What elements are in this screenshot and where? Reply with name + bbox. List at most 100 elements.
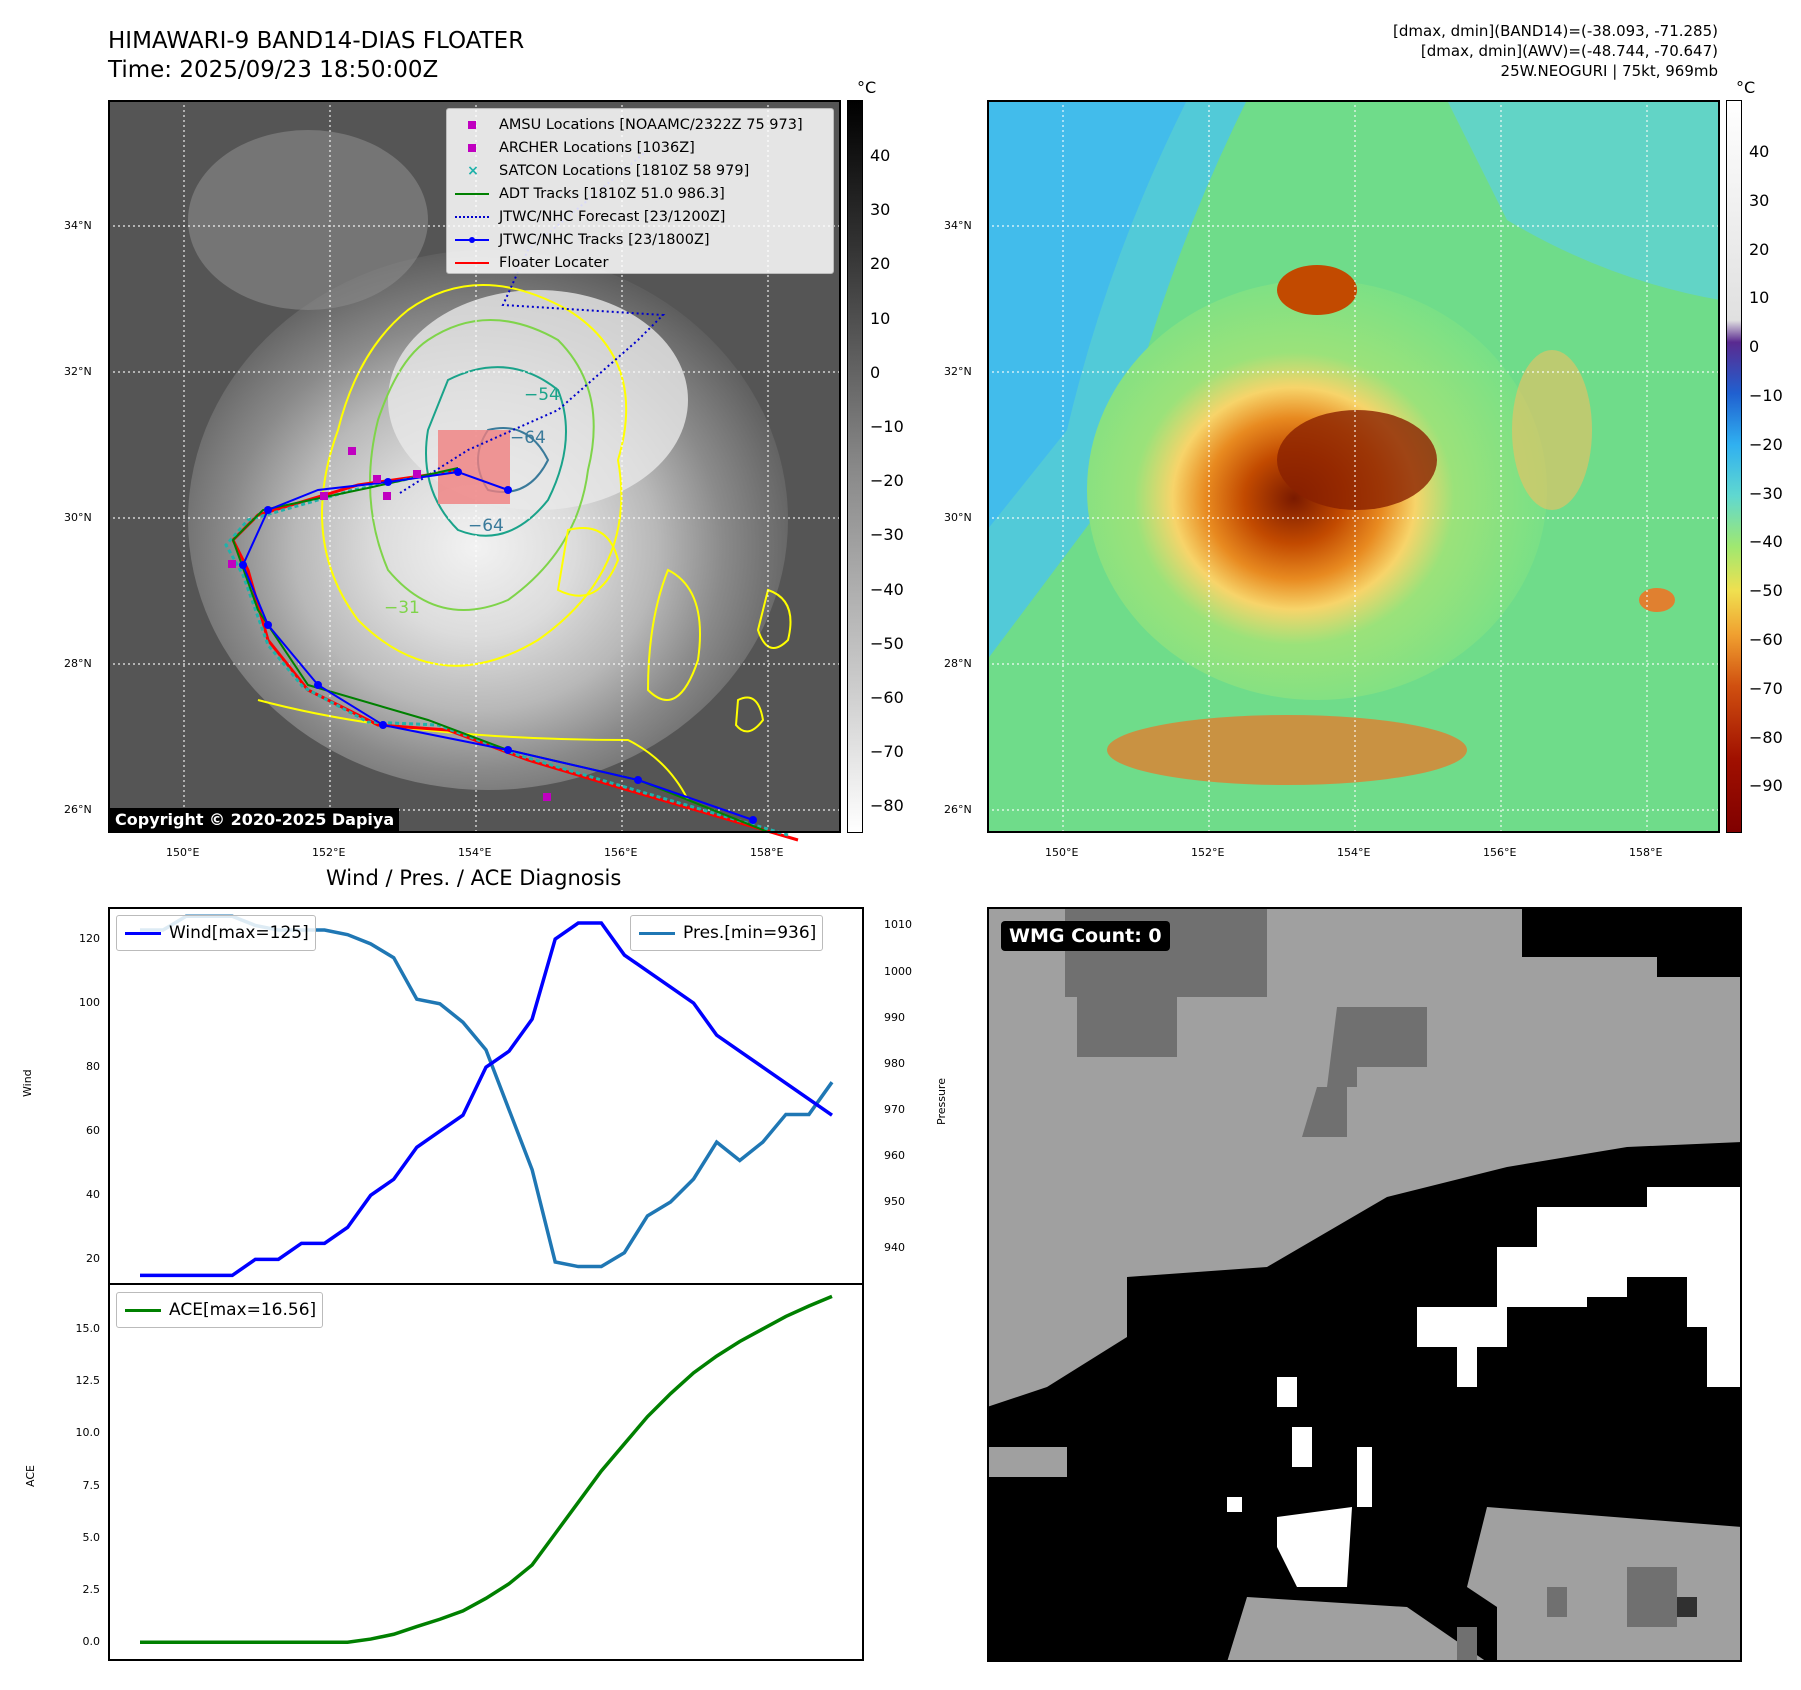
lat-tick-label: 30°N [944,511,972,524]
lon-tick-label: 156°E [604,846,638,859]
contour-label: −64 [468,516,504,536]
legend-item: JTWC/NHC Tracks [23/1800Z] [453,228,825,251]
ace-series-line [140,1294,833,1644]
line-marker-icon [637,923,677,943]
lon-tick-label: 158°E [750,846,784,859]
pressure-tick-label: 950 [884,1195,905,1209]
wind-axis-label: Wind [21,1069,34,1097]
legend-item: JTWC/NHC Forecast [23/1200Z] [453,205,825,228]
ace-tick-label: 15.0 [75,1321,101,1335]
awv-colorbar-tick-label: 20 [1749,239,1770,259]
legend-item: ARCHER Locations [1036Z] [453,136,825,159]
wind-tick-label: 40 [86,1188,100,1202]
wind-tick-label: 100 [79,996,100,1010]
ace-plot [140,1294,833,1644]
line-marker-icon [123,1300,163,1320]
pressure-legend: Pres.[min=936] [630,915,824,951]
legend-label: JTWC/NHC Tracks [23/1800Z] [499,231,710,248]
awv-colorbar-tick-label: 10 [1749,288,1770,308]
ir-colorbar-tick-label: −40 [870,579,904,599]
line-marker-icon [123,923,163,943]
awv-colorbar-tick-label: 0 [1749,337,1760,357]
wind-tick-label: 20 [86,1252,100,1266]
header-storm-info: 25W.NEOGURI | 75kt, 969mb [1500,62,1718,80]
lat-tick-label: 34°N [64,219,92,232]
contour-label: −54 [524,385,560,405]
lon-tick-label: 152°E [312,846,346,859]
lat-tick-label: 28°N [944,657,972,670]
chart-title: HIMAWARI-9 BAND14-DIAS FLOATER [108,28,525,54]
ir-colorbar-tick-label: −70 [870,742,904,762]
awv-colorbar-tick-label: −80 [1749,727,1783,747]
awv-colorbar-unit: °C [1736,78,1756,97]
square-marker-icon [453,138,493,158]
wmg-frame [987,907,1742,1662]
chart-time: Time: 2025/09/23 18:50:00Z [108,57,439,83]
awv-colorbar-tick-label: −20 [1749,434,1783,454]
ir-colorbar-tick-label: −10 [870,417,904,436]
ir-colorbar-tick-label: −30 [870,525,904,545]
dotted-line-icon [453,207,493,227]
pressure-series-line [140,914,834,1269]
ace-tick-label: 10.0 [75,1426,101,1440]
diagnosis-title: Wind / Pres. / ACE Diagnosis [326,866,622,890]
ace-legend: ACE[max=16.56] [116,1292,324,1328]
wmg-count-badge: WMG Count: 0 [1001,921,1170,951]
pressure-tick-label: 1010 [884,918,912,932]
contour-label: −31 [384,598,420,618]
legend-label: AMSU Locations [NOAAMC/2322Z 75 973] [499,116,803,133]
line-marker-icon [453,184,493,204]
awv-colorbar-tick-label: 40 [1749,142,1770,161]
copyright-label: Copyright © 2020-2025 Dapiya [110,808,400,831]
awv-colorbar-tick-label: −40 [1749,532,1783,552]
pressure-tick-label: 960 [884,1148,905,1162]
awv-colorbar-tick-label: −50 [1749,581,1783,601]
ir-colorbar-tick-label: 0 [870,362,881,382]
ace-frame [108,1283,864,1661]
legend-item: × SATCON Locations [1810Z 58 979] [453,159,825,182]
wind-series-line [140,921,833,1278]
wind-tick-label: 60 [86,1124,100,1138]
ace-legend-label: ACE[max=16.56] [169,1300,317,1320]
ace-tick-label: 7.5 [82,1478,101,1492]
awv-map-frame [987,100,1720,833]
pressure-axis-label: Pressure [935,1078,948,1125]
wmg-image [987,907,1742,1662]
ir-colorbar-unit: °C [857,78,877,97]
ir-colorbar-tick-label: −20 [870,471,904,491]
lat-tick-label: 30°N [64,511,92,524]
lon-tick-label: 158°E [1629,846,1663,859]
pressure-tick-label: 1000 [884,964,912,978]
header-awv-range: [dmax, dmin](AWV)=(-48.744, -70.647) [1420,42,1718,60]
awv-colorbar-tick-label: −30 [1749,483,1783,503]
lat-tick-label: 32°N [64,365,92,378]
ir-colorbar-tick-label: −50 [870,633,904,653]
wind-legend: Wind[max=125] [116,915,316,951]
lat-tick-label: 34°N [944,219,972,232]
lon-tick-label: 154°E [1337,846,1371,859]
ir-colorbar-tick-label: 20 [870,254,891,274]
awv-colorbar-tick-label: −60 [1749,630,1783,649]
lon-tick-label: 152°E [1191,846,1225,859]
lat-tick-label: 26°N [944,803,972,816]
x-marker-icon: × [467,162,479,179]
ir-colorbar-tick-label: 10 [870,308,891,328]
lat-tick-label: 28°N [64,657,92,670]
ace-tick-label: 5.0 [82,1530,101,1544]
wind-pressure-plot [140,914,834,1278]
legend-item: ADT Tracks [1810Z 51.0 986.3] [453,182,825,205]
legend-label: Floater Locater [499,254,609,271]
lon-tick-label: 154°E [458,846,492,859]
awv-colorbar-tick-label: −70 [1749,678,1783,698]
ir-colorbar-tick-label: 40 [870,146,891,165]
legend-item: Floater Locater [453,251,825,274]
wind-tick-label: 120 [79,932,100,946]
awv-colorbar-tick-label: −90 [1749,776,1783,796]
line-dot-marker-icon [453,230,493,250]
contour-label: −64 [510,428,546,448]
wind-legend-label: Wind[max=125] [169,923,309,943]
legend-label: SATCON Locations [1810Z 58 979] [499,162,750,179]
lon-tick-label: 156°E [1483,846,1517,859]
lon-tick-label: 150°E [1045,846,1079,859]
legend-item: AMSU Locations [NOAAMC/2322Z 75 973] [453,113,825,136]
